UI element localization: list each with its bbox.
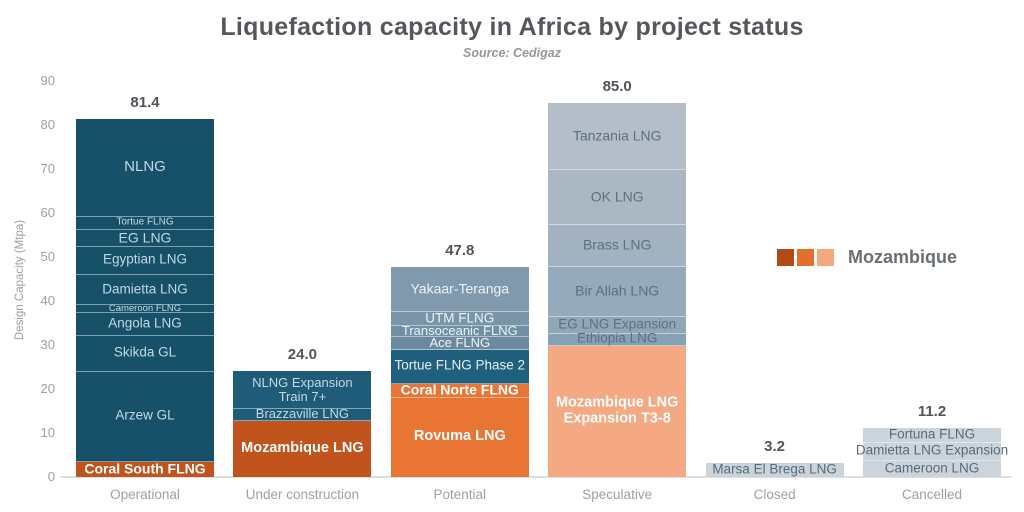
- bar-total-label: 24.0: [287, 346, 317, 364]
- bar-segment: NLNG Expansion Train 7+: [233, 371, 372, 410]
- bar-segment: UTM FLNG: [390, 311, 529, 326]
- category-label: Operational: [110, 487, 180, 502]
- bar-segment: Tortue FLNG: [76, 217, 214, 231]
- bar-segment-label: Transoceanic FLNG: [401, 322, 518, 338]
- bar-segment: Damietta LNG: [76, 275, 214, 306]
- bar: Fortuna FLNG Damietta LNG Expansion Camero…: [856, 427, 1008, 477]
- y-tick-label: 10: [40, 425, 55, 440]
- legend: Mozambique: [777, 247, 957, 268]
- bar-segment: Rovuma LNG: [390, 397, 529, 477]
- bar-total-label: 3.2: [764, 437, 786, 455]
- bar-total-label: 81.4: [130, 93, 160, 111]
- bar-segment: Coral Norte FLNG: [390, 382, 529, 398]
- bar-segment: Damietta LNG Expansion: [856, 443, 1008, 461]
- bar: NLNG Expansion Train 7+ Brazzaville LNG Mo…: [233, 371, 372, 477]
- bar: NLNG Tortue FLNG EG LNG Egyptian LNG Damiett…: [76, 118, 214, 477]
- bar-segment-label: EG LNG Expansion: [558, 316, 677, 332]
- bar-segment: NLNG: [76, 118, 214, 217]
- bar-segment-label: Cameroon LNG: [884, 460, 980, 476]
- bar-segment-label: Damietta LNG Expansion: [855, 443, 1009, 459]
- bar-segment: Bir Allah LNG: [548, 267, 687, 317]
- bar-total-label: 85.0: [602, 78, 632, 95]
- bar-segment: Brazzaville LNG: [233, 407, 372, 421]
- bar-segment: Mozambique LNG: [233, 420, 372, 477]
- bar-segment: EG LNG Expansion: [548, 316, 687, 334]
- bar-segment: Mozambique LNG Expansion T3-8: [548, 345, 687, 477]
- bar-segment: Ethiopia LNG: [548, 332, 687, 346]
- bar-segment: Coral South FLNG: [76, 461, 214, 477]
- bar-segment-label: Angola LNG: [108, 315, 182, 331]
- bar: Marsa El Brega LNG: [705, 462, 844, 477]
- y-tick-label: 30: [40, 337, 55, 352]
- category-label: Under construction: [245, 487, 360, 502]
- bar-segment: Tortue FLNG Phase 2: [390, 349, 529, 384]
- bar-segment-label: Ethiopia LNG: [577, 331, 658, 347]
- bar-segment-label: Coral Norte FLNG: [400, 381, 519, 398]
- bar-segment-label: Mozambique LNG: [241, 439, 364, 456]
- bar-segment: OK LNG: [548, 169, 687, 225]
- bar-segment-label: Bir Allah LNG: [575, 282, 660, 299]
- bar-segment-label: Fortuna FLNG: [888, 426, 976, 442]
- bar-segment: Angola LNG: [76, 313, 214, 337]
- bar-segment-label: Damietta LNG: [102, 281, 188, 297]
- bar-segment: Transoceanic FLNG: [390, 323, 529, 337]
- bar-segment-label: OK LNG: [590, 188, 644, 205]
- category-label: Speculative: [582, 487, 653, 502]
- bar-segment-label: NLNG Expansion Train 7+: [252, 374, 353, 404]
- bar-segment-label: Marsa El Brega LNG: [712, 461, 837, 477]
- bar-segment-label: Rovuma LNG: [413, 428, 506, 445]
- bar-segment-label: Arzew GL: [115, 408, 175, 424]
- bar-segment: EG LNG: [76, 230, 214, 247]
- x-axis-line: [60, 476, 1012, 478]
- bar-segment-label: EG LNG: [118, 229, 172, 246]
- bar-segment-label: Yakaar-Teranga: [410, 280, 510, 297]
- y-tick-label: 50: [40, 249, 55, 264]
- legend-swatch: [817, 249, 834, 266]
- bar-segment: Marsa El Brega LNG: [705, 462, 844, 477]
- bar-segment-label: UTM FLNG: [425, 310, 495, 326]
- chart-title: Liquefaction capacity in Africa by proje…: [220, 13, 804, 41]
- y-tick-label: 20: [40, 381, 55, 396]
- category-label: Closed: [753, 487, 796, 502]
- bar-segment-label: Brazzaville LNG: [255, 406, 349, 422]
- legend-label: Mozambique: [848, 247, 958, 267]
- legend-swatch: [777, 249, 794, 266]
- bar-segment: Ace FLNG: [390, 335, 529, 350]
- bar-segment: Yakaar-Teranga: [390, 266, 529, 313]
- bar-segment: Egyptian LNG: [76, 246, 214, 275]
- bar-segment-label: Tortue FLNG: [116, 216, 174, 228]
- bar: Yakaar-Teranga UTM FLNG Transoceanic FLNG A…: [390, 266, 529, 477]
- y-tick-label: 40: [40, 293, 55, 308]
- bar-segment: Cameroon LNG: [863, 460, 1001, 477]
- y-tick-label: 80: [40, 117, 55, 132]
- category-label: Potential: [433, 487, 487, 502]
- bar-segment: Arzew GL: [76, 371, 214, 462]
- bar-segment-label: Mozambique LNG Expansion T3-8: [555, 394, 679, 427]
- bar-segment: Tanzania LNG: [548, 103, 687, 170]
- legend-swatch: [797, 249, 814, 266]
- bar-total-label: 47.8: [445, 241, 475, 259]
- bar-segment-label: Egyptian LNG: [102, 252, 188, 268]
- bar-segment-label: NLNG: [124, 158, 166, 176]
- bar-segment: Cameroon FLNG: [76, 303, 214, 313]
- y-tick-label: 90: [40, 73, 55, 88]
- bar-segment: Brass LNG: [548, 224, 687, 268]
- category-label: Cancelled: [901, 487, 963, 502]
- bar-segment-label: Skikda GL: [113, 345, 177, 361]
- bar-segment-label: Tanzania LNG: [572, 127, 662, 144]
- y-tick-label: 0: [47, 469, 55, 484]
- bar-segment-label: Brass LNG: [582, 236, 652, 253]
- legend-swatches: [777, 249, 837, 266]
- bar-total-label: 11.2: [917, 402, 947, 420]
- bar-segment: Skikda GL: [76, 336, 214, 372]
- y-tick-label: 60: [40, 205, 55, 220]
- y-tick-label: 70: [40, 161, 55, 176]
- bar-segment-label: Ace FLNG: [429, 334, 491, 350]
- chart-subtitle: Source: Cedigaz: [463, 46, 561, 60]
- bar-segment: Fortuna FLNG: [863, 427, 1001, 444]
- bar-segment-label: Tortue FLNG Phase 2: [394, 357, 526, 373]
- bar: Tanzania LNG OK LNG Brass LNG Bir Allah LNG…: [548, 103, 687, 477]
- bar-segment-label: Coral South FLNG: [84, 460, 206, 477]
